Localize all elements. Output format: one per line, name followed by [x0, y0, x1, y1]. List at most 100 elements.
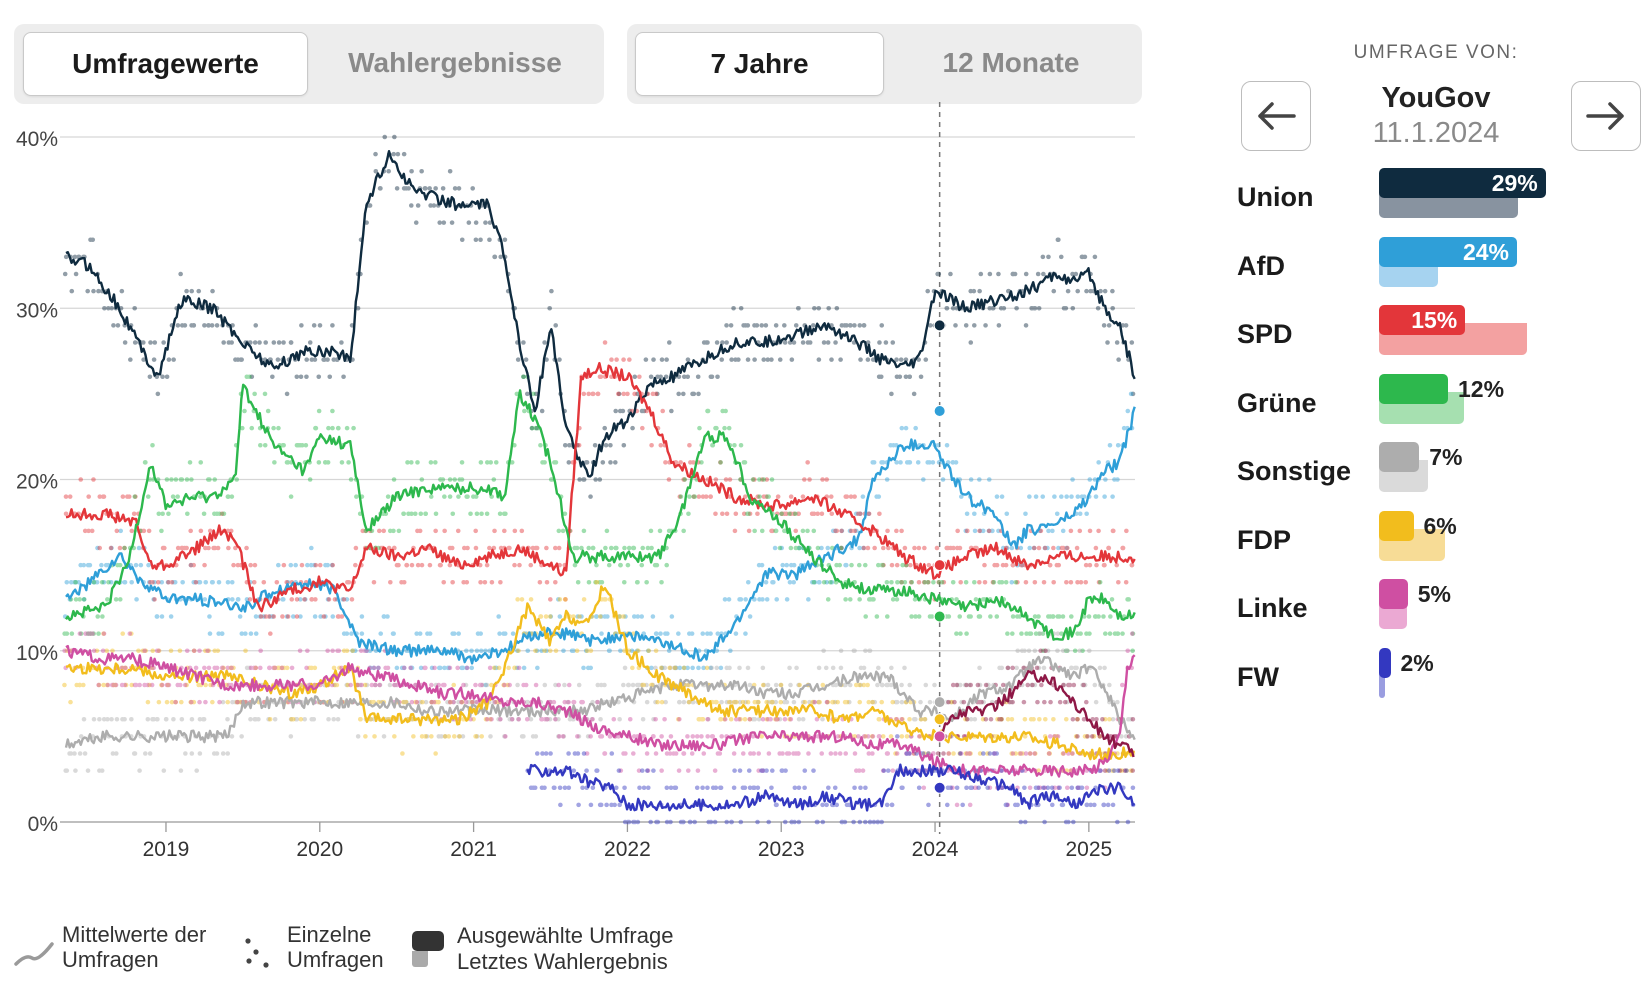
poll-dot	[986, 528, 992, 534]
poll-dot	[1075, 785, 1081, 791]
poll-dot	[1071, 682, 1077, 688]
poll-dot	[1061, 305, 1067, 311]
poll-dot	[809, 579, 815, 585]
poll-dot	[645, 785, 651, 791]
poll-dot	[440, 477, 446, 482]
poll-dot	[1003, 802, 1009, 808]
poll-dot	[1055, 614, 1061, 619]
poll-dot	[521, 682, 526, 688]
poll-dot	[927, 460, 932, 465]
poll-dot	[547, 716, 553, 722]
poll-dot	[852, 648, 857, 654]
poll-dot	[1094, 562, 1099, 568]
poll-dot	[208, 682, 213, 688]
poll-dot	[592, 442, 598, 448]
tab-umfragewerte[interactable]: Umfragewerte	[23, 32, 308, 96]
next-poll-button[interactable]	[1571, 81, 1641, 151]
tab-7-jahre[interactable]: 7 Jahre	[635, 32, 884, 96]
selected-poll-swatch	[412, 931, 444, 951]
poll-dot	[521, 734, 526, 739]
poll-dot	[713, 785, 719, 791]
poll-dot	[663, 460, 668, 465]
poll-dot	[505, 682, 510, 688]
poll-dot	[621, 614, 626, 619]
poll-dot	[921, 477, 926, 482]
selected-poll-marker-grüne	[933, 610, 946, 623]
poll-dot	[650, 614, 656, 619]
poll-dot	[676, 391, 681, 397]
poll-dot	[629, 648, 635, 654]
poll-dot	[160, 511, 165, 517]
poll-dot	[1070, 716, 1076, 722]
poll-dot	[217, 699, 222, 705]
poll-dot	[980, 716, 986, 722]
poll-chart[interactable]: 0%10%20%30%40%2019 2020 2021 2022 2023 2024 20…	[0, 100, 1210, 920]
poll-dot	[925, 460, 930, 465]
poll-dot	[193, 665, 199, 671]
poll-dot	[313, 562, 319, 568]
poll-dot	[594, 562, 599, 568]
poll-dot	[1087, 528, 1093, 534]
poll-dot	[442, 682, 447, 688]
poll-dot	[820, 716, 825, 722]
poll-dot	[861, 323, 867, 328]
poll-dot	[323, 614, 328, 619]
poll-dot	[81, 682, 86, 688]
poll-dot	[821, 340, 827, 345]
poll-dot	[312, 614, 318, 619]
poll-dot	[210, 288, 215, 294]
poll-dot	[651, 716, 656, 722]
selected-poll-marker-afd	[933, 405, 946, 417]
poll-dot	[1125, 648, 1131, 654]
poll-dot	[1093, 614, 1098, 619]
poll-dot	[309, 597, 315, 602]
poll-dot	[91, 477, 96, 482]
poll-dot	[258, 648, 263, 654]
poll-dot	[985, 751, 990, 756]
poll-dot	[248, 665, 254, 671]
prev-poll-button[interactable]	[1241, 81, 1311, 151]
poll-dot	[309, 357, 315, 362]
poll-dot	[285, 614, 291, 619]
poll-dot	[977, 682, 983, 688]
poll-dot	[464, 665, 470, 671]
poll-dot	[151, 597, 157, 602]
poll-dot	[613, 408, 619, 414]
party-name: Union	[1237, 182, 1314, 212]
poll-dot	[676, 699, 682, 705]
poll-dot	[880, 734, 886, 739]
poll-dot	[62, 631, 67, 636]
poll-dot	[423, 511, 428, 517]
party-value-label: 2%	[1400, 649, 1434, 676]
poll-dot	[206, 323, 211, 328]
poll-dot	[428, 494, 434, 499]
poll-dot	[953, 460, 959, 465]
poll-dot	[829, 579, 835, 585]
poll-dot	[800, 528, 806, 534]
poll-dot	[525, 699, 531, 705]
poll-dot	[954, 785, 960, 791]
poll-dot	[1120, 545, 1125, 551]
poll-dot	[1128, 716, 1133, 722]
poll-dot	[832, 528, 838, 534]
poll-dot	[832, 699, 838, 705]
poll-dot	[699, 460, 704, 465]
poll-dot	[1064, 545, 1069, 551]
x-tick-label: 2020	[296, 838, 343, 861]
poll-dot	[779, 511, 784, 517]
poll-dot	[1057, 699, 1063, 705]
tab-wahlergebnisse[interactable]: Wahlergebnisse	[348, 47, 562, 78]
poll-dot	[653, 648, 659, 654]
poll-dot	[344, 682, 350, 688]
poll-dot	[1063, 305, 1069, 311]
poll-dot	[313, 597, 318, 602]
poll-dot	[539, 785, 545, 791]
poll-dot	[812, 699, 818, 705]
poll-dot	[709, 374, 715, 380]
tab-12-monate[interactable]: 12 Monate	[942, 47, 1080, 78]
poll-dot	[867, 819, 873, 825]
poll-dot	[609, 751, 615, 756]
poll-dot	[663, 631, 668, 636]
poll-dot	[1056, 545, 1061, 551]
poll-dot	[877, 511, 882, 517]
